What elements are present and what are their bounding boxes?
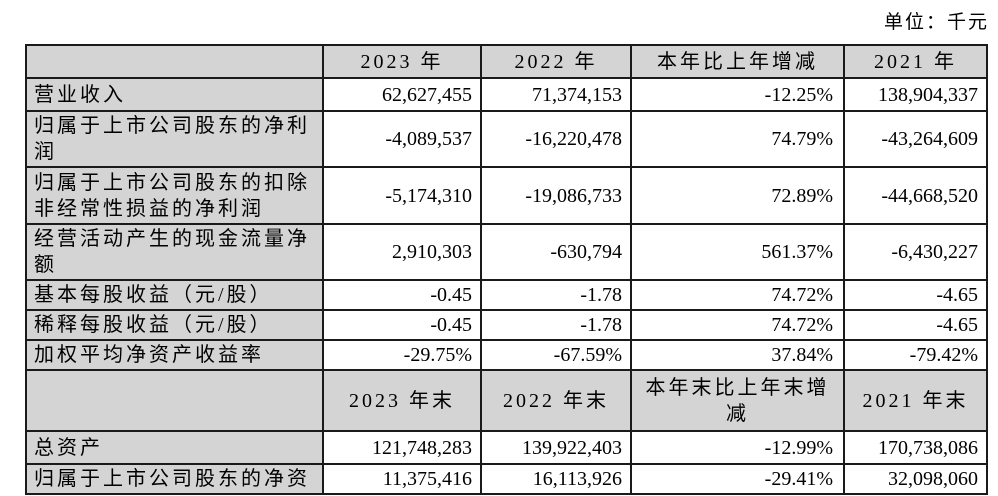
cell-value-2023: -0.45 (322, 279, 482, 311)
cell-value-change: 72.89% (630, 166, 845, 225)
cell-value-2021: 32,098,060 (843, 463, 988, 495)
cell-value-change: 74.72% (630, 309, 845, 341)
cell-value-2023: 2,910,303 (322, 223, 482, 281)
cell-value-2021: -44,668,520 (843, 166, 988, 225)
cell-value-2021: 170,738,086 (843, 430, 988, 465)
table-row-diluted-eps: 稀释每股收益（元/股） -0.45 -1.78 74.72% -4.65 (25, 309, 988, 341)
row-label: 归属于上市公司股东的扣除非经常性损益的净利润 (25, 166, 324, 225)
table-row-net-profit: 归属于上市公司股东的净利润 -4,089,537 -16,220,478 74.… (25, 110, 988, 168)
table-row-net-profit-excl-nonrecurring: 归属于上市公司股东的扣除非经常性损益的净利润 -5,174,310 -19,08… (25, 166, 988, 225)
header-cell-2022-end: 2022 年末 (480, 369, 632, 432)
table-row-total-assets: 总资产 121,748,283 139,922,403 -12.99% 170,… (25, 430, 988, 465)
cell-value-change: 74.79% (630, 110, 845, 168)
row-label: 稀释每股收益（元/股） (25, 309, 324, 341)
row-label: 基本每股收益（元/股） (25, 279, 324, 311)
header-row-annual: 2023 年 2022 年 本年比上年增减 2021 年 (25, 44, 988, 79)
cell-value-2023: 62,627,455 (322, 77, 482, 112)
header-cell-yoy-change: 本年比上年增减 (630, 44, 845, 79)
cell-value-2021: -4.65 (843, 309, 988, 341)
cell-value-2021: -43,264,609 (843, 110, 988, 168)
cell-value-2023: -5,174,310 (322, 166, 482, 225)
table-row-net-assets: 归属于上市公司股东的净资 11,375,416 16,113,926 -29.4… (25, 463, 988, 495)
cell-value-change: 37.84% (630, 339, 845, 371)
cell-value-change: 74.72% (630, 279, 845, 311)
row-label: 归属于上市公司股东的净资 (25, 463, 324, 495)
header-row-year-end: 2023 年末 2022 年末 本年末比上年末增减 2021 年末 (25, 369, 988, 432)
header-cell-2021-end: 2021 年末 (843, 369, 988, 432)
header-cell-2021: 2021 年 (843, 44, 988, 79)
header-cell-2023: 2023 年 (322, 44, 482, 79)
cell-value-2022: -67.59% (480, 339, 632, 371)
cell-value-2022: 16,113,926 (480, 463, 632, 495)
cell-value-2023: -0.45 (322, 309, 482, 341)
table-row-operating-cash-flow: 经营活动产生的现金流量净额 2,910,303 -630,794 561.37%… (25, 223, 988, 281)
cell-value-2022: 139,922,403 (480, 430, 632, 465)
cell-value-change: -12.25% (630, 77, 845, 112)
cell-value-change: -29.41% (630, 463, 845, 495)
cell-value-2022: -19,086,733 (480, 166, 632, 225)
row-label: 归属于上市公司股东的净利润 (25, 110, 324, 168)
cell-value-2023: 121,748,283 (322, 430, 482, 465)
cell-value-2021: 138,904,337 (843, 77, 988, 112)
table-row-basic-eps: 基本每股收益（元/股） -0.45 -1.78 74.72% -4.65 (25, 279, 988, 311)
unit-label: 单位：千元 (883, 12, 989, 33)
cell-value-change: 561.37% (630, 223, 845, 281)
cell-value-2022: -16,220,478 (480, 110, 632, 168)
cell-value-2021: -6,430,227 (843, 223, 988, 281)
table-row-revenue: 营业收入 62,627,455 71,374,153 -12.25% 138,9… (25, 77, 988, 112)
header-cell-empty (25, 44, 324, 79)
cell-value-2022: -1.78 (480, 279, 632, 311)
cell-value-2022: -630,794 (480, 223, 632, 281)
header-cell-2023-end: 2023 年末 (322, 369, 482, 432)
row-label: 加权平均净资产收益率 (25, 339, 324, 371)
cell-value-2021: -4.65 (843, 279, 988, 311)
cell-value-change: -12.99% (630, 430, 845, 465)
row-label: 营业收入 (25, 77, 324, 112)
header-cell-2022: 2022 年 (480, 44, 632, 79)
header-cell-empty (25, 369, 324, 432)
cell-value-2021: -79.42% (843, 339, 988, 371)
financial-summary-table: 2023 年 2022 年 本年比上年增减 2021 年 营业收入 62,627… (25, 44, 988, 495)
row-label: 经营活动产生的现金流量净额 (25, 223, 324, 281)
cell-value-2022: -1.78 (480, 309, 632, 341)
cell-value-2023: -4,089,537 (322, 110, 482, 168)
header-cell-yoy-end-change: 本年末比上年末增减 (630, 369, 845, 432)
cell-value-2022: 71,374,153 (480, 77, 632, 112)
row-label: 总资产 (25, 430, 324, 465)
cell-value-2023: -29.75% (322, 339, 482, 371)
table-row-weighted-avg-roe: 加权平均净资产收益率 -29.75% -67.59% 37.84% -79.42… (25, 339, 988, 371)
cell-value-2023: 11,375,416 (322, 463, 482, 495)
